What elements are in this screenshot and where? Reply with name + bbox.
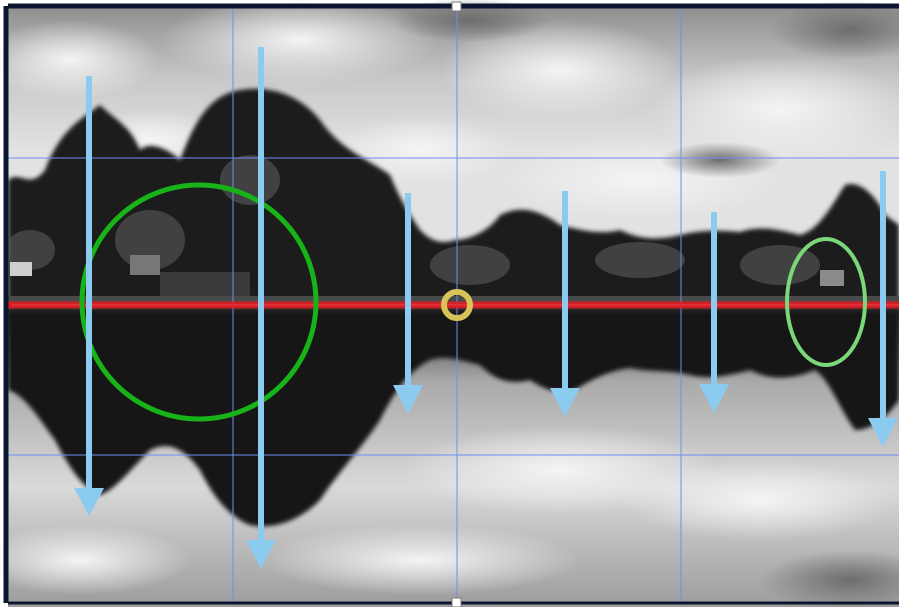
resize-handle-bottom[interactable] xyxy=(451,597,462,607)
arrow-down-icon xyxy=(74,76,104,516)
cabins xyxy=(10,255,844,298)
resize-handle-top[interactable] xyxy=(451,1,462,12)
arrow-down-icon xyxy=(393,193,423,414)
tree-line xyxy=(8,88,899,300)
shoreline xyxy=(8,296,899,304)
circle-large-highlight xyxy=(79,182,319,422)
reflection-arrows xyxy=(74,47,898,569)
focal-point-marker xyxy=(441,289,473,321)
tree-reflection xyxy=(8,310,899,527)
arrow-down-icon xyxy=(550,191,580,417)
arrow-down-icon xyxy=(246,47,276,569)
arrow-down-icon xyxy=(699,212,729,413)
water-cloud-reflections xyxy=(0,425,899,607)
ellipse-right-highlight xyxy=(785,237,867,367)
arrow-down-icon xyxy=(868,171,898,447)
